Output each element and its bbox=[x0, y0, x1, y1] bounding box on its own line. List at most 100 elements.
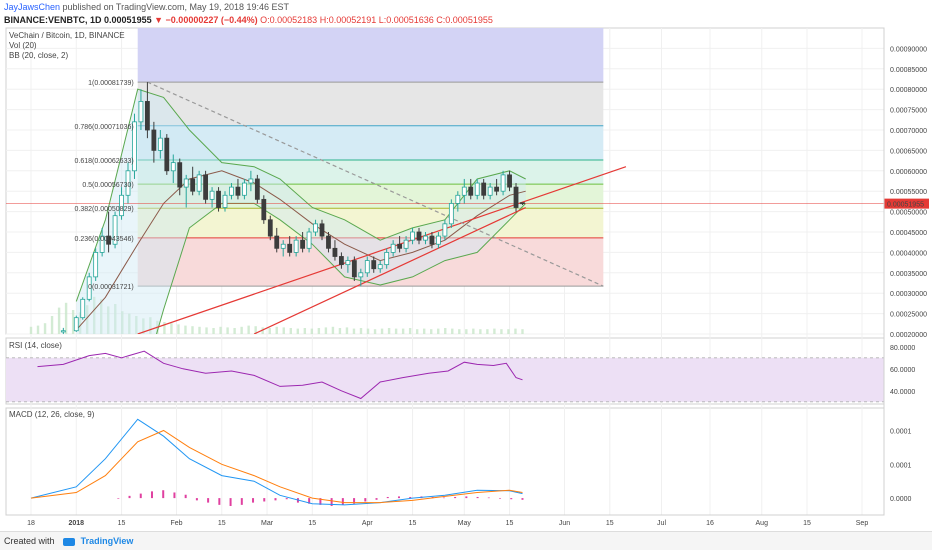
candle-body bbox=[326, 235, 331, 249]
candle-body bbox=[86, 276, 92, 300]
rsi-band bbox=[6, 357, 884, 402]
volume-bar bbox=[170, 323, 173, 334]
macd-pane[interactable] bbox=[5, 407, 885, 516]
volume-bar bbox=[415, 329, 419, 334]
trendline[interactable] bbox=[253, 206, 526, 334]
author-link[interactable]: JayJawsChen bbox=[4, 2, 61, 12]
candle-body bbox=[138, 101, 144, 123]
macd-histogram-bar bbox=[173, 492, 176, 499]
macd-histogram-bar bbox=[353, 498, 356, 504]
macd-histogram-bar bbox=[117, 498, 120, 499]
tradingview-logo-icon bbox=[63, 537, 76, 546]
volume-bar bbox=[324, 327, 328, 334]
footer-bar: Created with TradingView bbox=[0, 531, 932, 550]
volume-bar bbox=[29, 326, 33, 334]
fib-zone bbox=[137, 184, 604, 209]
time-tick-label: 15 bbox=[218, 520, 226, 527]
ohlc-values: O:0.00052183 H:0.00052191 L:0.00051636 C… bbox=[260, 15, 493, 25]
candle-body bbox=[481, 182, 487, 196]
volume-bar bbox=[233, 328, 236, 334]
chart-canvas[interactable]: 1(0.00081739) 0.786(0.00071036) 0.618(0.00… bbox=[0, 0, 932, 531]
macd-histogram-bar bbox=[499, 498, 502, 499]
candle-body bbox=[99, 235, 105, 253]
volume-bar bbox=[64, 302, 68, 334]
fib-ratio-label: 0.786(0.00071036) bbox=[75, 124, 134, 131]
price-tick-label: 0.00020000 bbox=[890, 332, 927, 339]
time-tick-label: 2018 bbox=[68, 520, 84, 527]
volume-bar bbox=[387, 328, 391, 334]
candle-body bbox=[436, 235, 441, 245]
macd-histogram-bar bbox=[195, 498, 198, 501]
volume-bar bbox=[149, 317, 152, 334]
macd-histogram-bar bbox=[476, 496, 479, 499]
candle-body bbox=[474, 182, 480, 196]
price-tick-label: 0.00035000 bbox=[890, 271, 927, 278]
candle-body bbox=[177, 162, 183, 188]
down-arrow-icon: ▼ bbox=[154, 15, 164, 25]
candle-body bbox=[242, 182, 247, 196]
fib-ratio-label: 0(0.00031721) bbox=[88, 284, 134, 291]
chart-header: JayJawsChen published on TradingView.com… bbox=[0, 0, 932, 28]
volume-bar bbox=[85, 305, 89, 334]
time-tick-label: 15 bbox=[118, 520, 126, 527]
candle-body bbox=[157, 137, 163, 151]
macd-histogram-bar bbox=[319, 498, 322, 505]
bb-upper-line bbox=[75, 88, 526, 302]
candle-body bbox=[319, 223, 325, 237]
price-tick-label: 0.00085000 bbox=[890, 67, 927, 74]
fib-zone bbox=[137, 82, 604, 126]
time-tick-label: 18 bbox=[27, 520, 35, 527]
candle-body bbox=[112, 215, 118, 245]
candle-body bbox=[229, 186, 234, 196]
volume-bar bbox=[78, 312, 82, 334]
tradingview-link[interactable]: TradingView bbox=[80, 536, 134, 546]
volume-bar bbox=[521, 329, 524, 334]
volume-bar bbox=[128, 313, 131, 334]
candle-body bbox=[73, 317, 79, 332]
symbol-line: BINANCE:VENBTC, 1D 0.00051955 ▼ −0.00000… bbox=[4, 14, 928, 27]
volume-bar bbox=[268, 328, 271, 334]
macd-histogram-bar bbox=[487, 497, 490, 499]
vol-legend: Vol (20) bbox=[9, 41, 37, 50]
macd-legend: MACD (12, 26, close, 9) bbox=[9, 410, 95, 419]
volume-bar bbox=[254, 326, 257, 334]
candle-body bbox=[151, 129, 157, 151]
time-tick-label: 15 bbox=[803, 520, 811, 527]
candle-body bbox=[371, 260, 377, 270]
candle-body bbox=[494, 186, 500, 192]
price-tick-label: 0.00065000 bbox=[890, 148, 927, 155]
rsi-legend: RSI (14, close) bbox=[9, 341, 62, 350]
macd-tick-label: 0.0001 bbox=[890, 429, 912, 436]
volume-bar bbox=[198, 326, 201, 334]
volume-bar bbox=[50, 316, 54, 334]
macd-histogram-bar bbox=[375, 498, 378, 500]
volume-bar bbox=[458, 329, 461, 334]
trendline[interactable] bbox=[137, 166, 627, 334]
volume-bar bbox=[205, 327, 208, 334]
macd-histogram-bar bbox=[386, 496, 389, 499]
trendline[interactable] bbox=[147, 81, 604, 287]
candle-body bbox=[196, 174, 202, 192]
volume-bar bbox=[345, 327, 349, 334]
volume-bar bbox=[275, 326, 278, 334]
volume-bar bbox=[36, 325, 40, 334]
candle-body bbox=[267, 219, 273, 237]
price-tick-label: 0.00045000 bbox=[890, 230, 927, 237]
volume-bar bbox=[317, 328, 321, 334]
volume-bar bbox=[331, 326, 335, 334]
time-tick-label: Jul bbox=[657, 520, 666, 527]
fib-ratio-label: 0.5(0.00056730) bbox=[82, 182, 133, 189]
volume-bar bbox=[57, 307, 61, 334]
price-tick-label: 0.00060000 bbox=[890, 169, 927, 176]
candle-body bbox=[216, 190, 221, 208]
volume-bar bbox=[100, 299, 103, 334]
bb-lower-line bbox=[156, 202, 527, 334]
time-tick-label: Mar bbox=[261, 520, 274, 527]
macd-histogram-bar bbox=[397, 496, 400, 499]
volume-bar bbox=[114, 304, 117, 334]
volume-bar bbox=[373, 329, 377, 334]
macd-histogram-bar bbox=[521, 498, 524, 500]
price-tick-label: 0.00080000 bbox=[890, 87, 927, 94]
macd-histogram-bar bbox=[510, 498, 513, 500]
macd-histogram-bar bbox=[285, 498, 288, 500]
